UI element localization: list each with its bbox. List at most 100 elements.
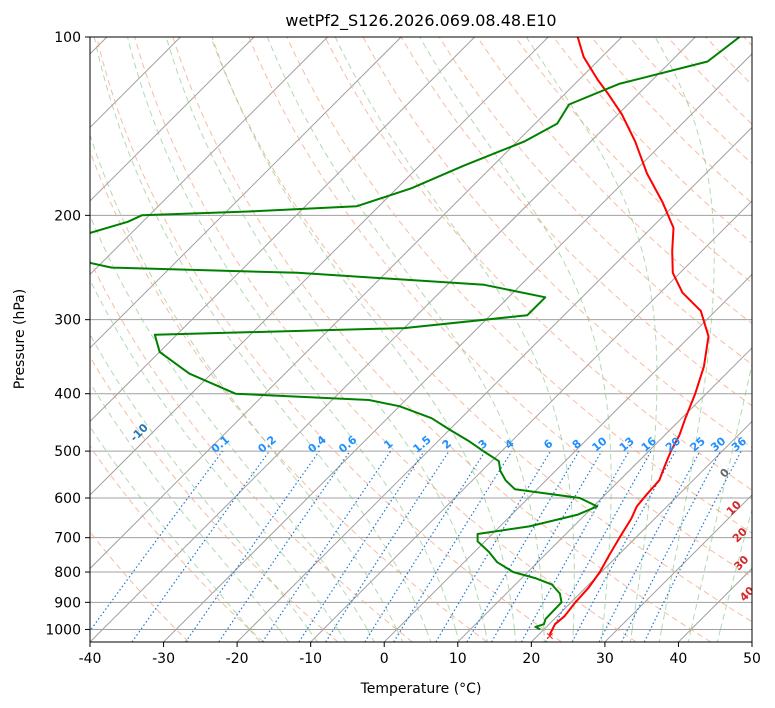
y-tick-label: 800 bbox=[54, 565, 81, 581]
mixing-ratio-line bbox=[261, 450, 392, 642]
mixing-ratio-label: 6 bbox=[541, 437, 555, 452]
mixing-ratio-line bbox=[520, 450, 630, 642]
y-tick-label: 500 bbox=[54, 444, 81, 460]
dry-adiabat-line bbox=[362, 37, 752, 449]
y-tick-label: 600 bbox=[54, 491, 81, 507]
mixing-ratio-label: 0.6 bbox=[336, 433, 360, 456]
mixing-ratio-line bbox=[643, 450, 742, 642]
moist-adiabat-line bbox=[366, 629, 375, 642]
isotherm-line bbox=[90, 37, 255, 202]
mixing-ratio-label: 3 bbox=[476, 437, 490, 452]
x-tick-label: -20 bbox=[226, 651, 249, 667]
moist-adiabat-line bbox=[396, 629, 404, 642]
dry-adiabat-line bbox=[667, 37, 752, 125]
moist-adiabat-line bbox=[308, 629, 319, 642]
moist-adiabat-label: 0 bbox=[717, 466, 732, 481]
x-tick-label: 50 bbox=[743, 651, 761, 667]
moist-adiabat-line bbox=[90, 425, 251, 630]
mixing-ratio-line bbox=[435, 450, 552, 642]
moist-adiabat-line bbox=[629, 629, 633, 642]
mixing-ratio-label: 1.5 bbox=[410, 433, 433, 455]
dry-adiabat-line bbox=[172, 37, 712, 642]
isotherm-line bbox=[90, 37, 402, 349]
moist-adiabat-label: 30 bbox=[731, 553, 751, 573]
y-tick-label: 700 bbox=[54, 531, 81, 547]
dry-adiabat-line bbox=[286, 37, 752, 534]
mixing-ratio-line bbox=[218, 450, 351, 642]
x-tick-label: 30 bbox=[596, 651, 614, 667]
y-axis-label: Pressure (hPa) bbox=[12, 289, 28, 389]
x-tick-label: 20 bbox=[522, 651, 540, 667]
moist-adiabat-line bbox=[127, 37, 457, 630]
moist-adiabat-line bbox=[93, 37, 427, 630]
mixing-ratio-line bbox=[298, 450, 425, 642]
moist-adiabat-label: 10 bbox=[724, 498, 744, 518]
y-tick-label: 100 bbox=[54, 30, 81, 46]
mixing-ratio-line bbox=[185, 450, 320, 642]
moist-adiabat-line bbox=[90, 214, 368, 630]
dry-adiabat-line bbox=[514, 37, 752, 284]
mixing-ratio-label: 0.1 bbox=[209, 433, 232, 455]
moist-adiabat-line bbox=[658, 629, 663, 642]
mixing-ratio-line bbox=[364, 450, 486, 642]
moist-adiabat-line bbox=[90, 333, 309, 630]
temperature-trace bbox=[548, 37, 710, 635]
mixing-ratio-line bbox=[545, 450, 652, 642]
y-tick-label: 200 bbox=[54, 208, 81, 224]
isotherm-line bbox=[90, 37, 476, 423]
x-tick-label: -10 bbox=[299, 651, 322, 667]
moist-adiabat-line bbox=[334, 37, 575, 630]
moist-adiabat-line bbox=[455, 629, 460, 642]
isotherm-line bbox=[236, 126, 752, 642]
axis-ticks: -40 -30 -20 -10 0 10 20 30 40 5010020030040050060… bbox=[45, 30, 761, 667]
moist-adiabat-line bbox=[419, 37, 612, 630]
isotherm-line bbox=[90, 37, 328, 276]
moist-adiabat-line bbox=[600, 629, 604, 642]
x-tick-label: 10 bbox=[449, 651, 467, 667]
mixing-ratio-line bbox=[131, 450, 270, 642]
x-tick-label: -40 bbox=[79, 651, 102, 667]
moist-adiabat-line bbox=[719, 508, 752, 630]
dewpoint-trace bbox=[90, 37, 741, 631]
dry-adiabat-line bbox=[90, 531, 190, 642]
moist-adiabat-line bbox=[90, 278, 339, 630]
dry-adiabat-line bbox=[90, 355, 339, 642]
moist-adiabat-line bbox=[337, 629, 347, 642]
mixing-ratio-label: 8 bbox=[570, 437, 584, 452]
moist-adiabat-label: 40 bbox=[737, 584, 757, 604]
plot-frame bbox=[89, 36, 753, 643]
isotherm-line bbox=[530, 420, 752, 642]
dry-adiabat-line bbox=[591, 37, 752, 204]
isotherm-line bbox=[457, 347, 752, 642]
moist-adiabat-line bbox=[514, 629, 517, 642]
dry-adiabat-line bbox=[324, 37, 752, 491]
y-tick-label: 900 bbox=[54, 595, 81, 611]
mixing-ratio-label: 0.4 bbox=[305, 433, 329, 456]
x-tick-label: 0 bbox=[380, 651, 389, 667]
dry-adiabat-line bbox=[96, 37, 562, 642]
moist-adiabat-line bbox=[266, 37, 545, 630]
dry-adiabat-line bbox=[90, 259, 413, 642]
moist-adiabat-line bbox=[525, 37, 658, 630]
isotherm-line bbox=[751, 641, 752, 642]
dry-adiabat-line bbox=[210, 37, 752, 623]
moist-adiabat-line bbox=[211, 37, 515, 630]
moist-adiabat-line bbox=[249, 629, 261, 642]
dry-adiabat-label: -10 bbox=[128, 421, 151, 444]
mixing-ratio-line bbox=[571, 450, 676, 642]
chart-title: wetPf2_S126.2026.069.08.48.E10 bbox=[285, 11, 556, 31]
isotherm-line bbox=[678, 567, 752, 642]
moist-adiabat-line bbox=[90, 133, 398, 630]
mixing-ratio-label: 2 bbox=[440, 437, 454, 452]
moist-adiabat-line bbox=[687, 629, 692, 642]
moist-adiabat-line bbox=[90, 381, 280, 630]
moist-adiabat-line bbox=[425, 629, 432, 642]
dry-adiabat-line bbox=[743, 37, 752, 47]
x-tick-label: 40 bbox=[670, 651, 688, 667]
moist-adiabat-line bbox=[654, 37, 715, 630]
x-axis-label: Temperature (°C) bbox=[360, 681, 482, 697]
isotherm-line bbox=[383, 273, 752, 642]
moist-adiabat-line bbox=[278, 629, 290, 642]
